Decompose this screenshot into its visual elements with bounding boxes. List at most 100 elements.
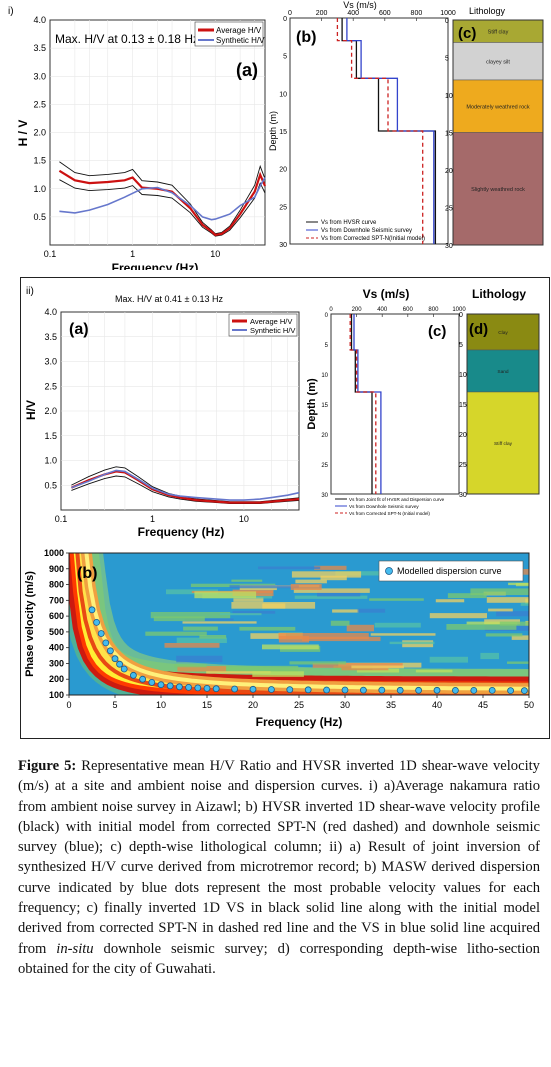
xtick-label: 15 xyxy=(202,700,212,710)
ytick-label: 1.5 xyxy=(33,156,46,166)
litho-layer-label: Stiff clay xyxy=(488,29,509,35)
xtick-label: 5 xyxy=(112,700,117,710)
litho-ytick-label: 5 xyxy=(445,56,449,63)
ytick-label: 20 xyxy=(279,167,287,174)
spectrum-streak xyxy=(176,655,223,663)
spectrum-streak xyxy=(480,652,499,660)
spectrum-streak xyxy=(262,644,319,650)
xtick-label: 1000 xyxy=(440,10,456,17)
xtick-label: 45 xyxy=(478,700,488,710)
spectrum-streak xyxy=(389,641,435,645)
spectrum-streak xyxy=(332,609,359,613)
ytick-label: 3.0 xyxy=(44,357,57,367)
xtick-label: 600 xyxy=(379,10,391,17)
spectrum-streak xyxy=(346,624,374,632)
spectrum-streak xyxy=(231,579,263,582)
spectrum-streak xyxy=(370,633,436,636)
dispersion-point xyxy=(212,685,220,693)
vs-series-i xyxy=(336,18,437,244)
dispersion-point xyxy=(451,686,459,694)
ytick-label: 0 xyxy=(325,313,329,319)
litho-layer-label: Moderately weathred rock xyxy=(466,104,530,110)
xtick-label: 30 xyxy=(340,700,350,710)
litho-chart-i: Lithology Stiff clay clayey silt Moderatel… xyxy=(445,6,544,250)
dispersion-point xyxy=(175,683,183,691)
dispersion-point xyxy=(433,686,441,694)
legend-average-i: Average H/V xyxy=(216,26,262,35)
dispersion-point xyxy=(97,630,105,637)
spectrum-streak xyxy=(164,643,220,648)
panel-ii: ii) Max. H/V at 0.41 ± 0.13 Hz 0.5 1.0 1.5… xyxy=(20,277,550,739)
spectrum-streak xyxy=(357,608,386,613)
vs-letter-ii: (c) xyxy=(428,323,446,340)
litho-layers-i: Stiff clay clayey silt Moderately weathred… xyxy=(452,19,544,246)
ytick-label: 20 xyxy=(321,433,328,439)
spectrum-streak xyxy=(499,621,529,626)
litho-ytick-label: 30 xyxy=(459,492,467,499)
dispersion-point xyxy=(359,686,367,694)
hv-xlabel-ii: Frequency (Hz) xyxy=(138,525,225,539)
xtick-label: 1000 xyxy=(452,307,466,313)
dispersion-point xyxy=(203,684,211,692)
dispersion-point xyxy=(323,686,331,694)
spectrum-streak xyxy=(369,598,424,601)
ytick-label: 2.5 xyxy=(44,381,57,391)
spectrum-streak xyxy=(314,565,347,570)
spectrum-streak xyxy=(232,610,276,614)
ytick-label: 5 xyxy=(283,54,287,61)
caption-label: Figure 5: xyxy=(18,758,77,774)
spectrum-streak xyxy=(174,663,207,668)
hv-ylabel-i: H / V xyxy=(16,120,30,147)
spectrum-streak xyxy=(239,626,296,631)
litho-layer xyxy=(452,79,544,133)
ytick-label: 0.5 xyxy=(44,480,57,490)
dispersion-point xyxy=(93,618,100,626)
xtick-label: 800 xyxy=(428,307,439,313)
xtick-label: 35 xyxy=(386,700,396,710)
xtick-label: 0.1 xyxy=(55,514,68,524)
ytick-label: 10 xyxy=(321,373,328,379)
litho-title-ii: Lithology xyxy=(472,287,526,301)
xtick-label: 200 xyxy=(352,307,363,313)
vs-xticks-i: 0 200 400 600 800 1000 xyxy=(288,10,456,21)
spectrum-streak xyxy=(330,620,350,626)
series-lower-bound xyxy=(59,179,266,237)
ytick-label: 4.0 xyxy=(44,307,57,317)
vs-xticks-ii: 0 200 400 600 800 1000 xyxy=(329,307,466,317)
spectrum-streak xyxy=(250,633,286,639)
litho-frame-i xyxy=(452,19,544,246)
ytick-label: 1.0 xyxy=(44,456,57,466)
disp-yticks: 100 200 300 400 500 600 700 800 900 1000 xyxy=(44,548,69,700)
dispersion-point xyxy=(415,686,423,694)
spectrum-streak xyxy=(515,583,529,587)
spectrum-streak xyxy=(291,571,362,578)
hv-ylabel-ii: H/V xyxy=(24,400,38,420)
litho-layer xyxy=(466,391,540,495)
litho-yticks-i: 0 5 10 15 20 25 30 xyxy=(445,18,453,250)
hv-grid-ii xyxy=(61,312,299,510)
caption-italic: in-situ xyxy=(56,940,94,957)
dispersion-point xyxy=(130,671,137,679)
ytick-label: 100 xyxy=(49,690,64,700)
series-synthetic-hv xyxy=(71,469,300,501)
ytick-label: 900 xyxy=(49,564,64,574)
dispersion-point xyxy=(88,606,96,614)
disp-letter: (b) xyxy=(77,565,97,582)
ytick-label: 15 xyxy=(321,403,328,409)
series-downhole-vs xyxy=(353,314,382,494)
ytick-label: 3.5 xyxy=(44,332,57,342)
spectrum-streak xyxy=(429,613,487,619)
legend-downhole-ii: Vs from Downhole Seismic survey xyxy=(349,504,419,509)
vs-series-ii xyxy=(349,314,382,494)
series-synthetic-hv xyxy=(59,177,266,221)
spectrum-streak xyxy=(183,626,218,631)
ytick-label: 200 xyxy=(49,674,64,684)
spectrum-streak xyxy=(520,602,529,606)
spectrum-streak xyxy=(335,571,404,576)
litho-ytick-label: 10 xyxy=(459,372,467,379)
dispersion-point xyxy=(157,681,165,689)
spectrum-streak xyxy=(429,656,468,663)
spectrum-streak xyxy=(312,663,403,668)
spectrum-streak xyxy=(229,585,299,589)
litho-letter-ii: (d) xyxy=(469,321,488,338)
